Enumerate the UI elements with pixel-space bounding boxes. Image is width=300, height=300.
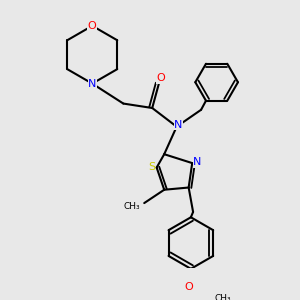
Text: O: O xyxy=(184,282,193,292)
Text: N: N xyxy=(174,120,183,130)
Text: O: O xyxy=(88,21,97,31)
Text: S: S xyxy=(148,162,155,172)
Text: N: N xyxy=(193,157,202,167)
Text: N: N xyxy=(88,79,96,88)
Text: O: O xyxy=(157,73,166,83)
Text: CH₃: CH₃ xyxy=(123,202,140,211)
Text: CH₃: CH₃ xyxy=(214,294,231,300)
